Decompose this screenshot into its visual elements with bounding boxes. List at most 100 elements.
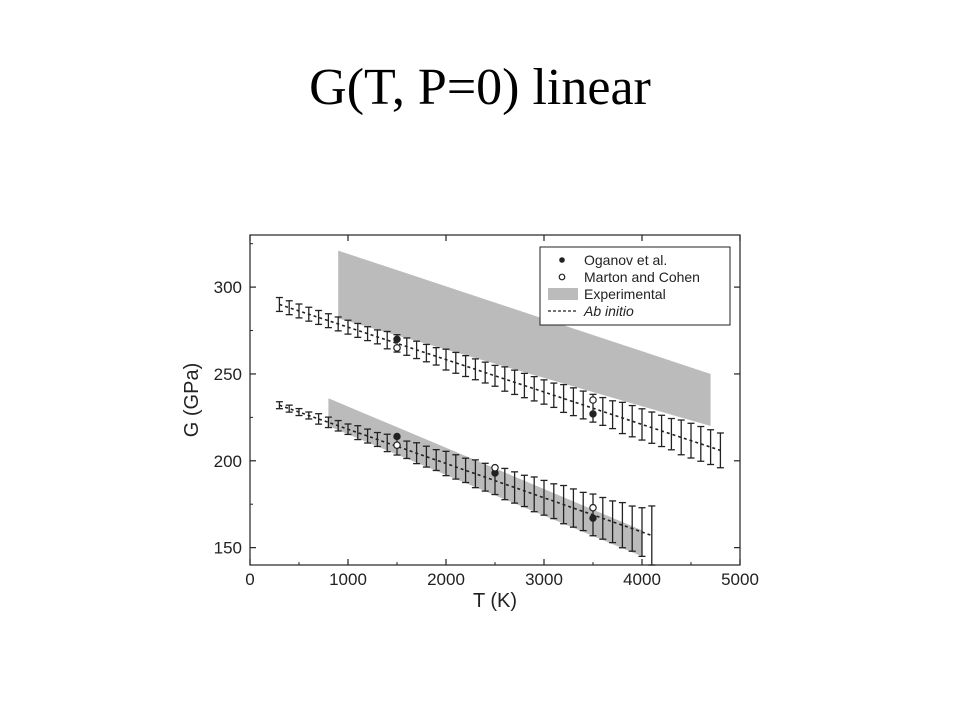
error-bar-lower — [442, 450, 450, 477]
x-tick-label: 4000 — [623, 570, 661, 589]
y-axis-label: G (GPa) — [181, 363, 203, 437]
error-bar-upper — [658, 414, 666, 448]
point-marton-cohen — [589, 396, 597, 404]
x-tick-label: 5000 — [721, 570, 759, 589]
point-marton-cohen — [589, 503, 597, 512]
point-oganov — [393, 432, 401, 441]
error-bar-upper — [373, 329, 381, 345]
error-bar-upper — [609, 400, 617, 430]
y-tick-label: 300 — [214, 278, 242, 297]
error-bar-upper — [530, 375, 538, 402]
slide-title: G(T, P=0) linear — [309, 59, 651, 116]
error-bar-lower — [560, 484, 568, 525]
error-bar-lower — [344, 423, 352, 436]
error-bar-lower — [569, 488, 577, 528]
data-points — [393, 335, 597, 522]
error-bar-upper — [462, 355, 470, 378]
error-bar-upper — [295, 303, 303, 319]
x-tick-label: 3000 — [525, 570, 563, 589]
error-bar-upper — [628, 404, 636, 438]
error-bar-lower — [579, 491, 587, 532]
x-tick-label: 0 — [245, 570, 254, 589]
error-bar-upper — [667, 417, 675, 451]
x-tick-label: 1000 — [329, 570, 367, 589]
error-bar-upper — [677, 419, 685, 456]
error-bar-upper — [481, 361, 489, 384]
error-bar-lower — [628, 505, 636, 552]
error-bar-lower — [403, 440, 411, 460]
error-bar-lower — [315, 413, 323, 425]
error-bar-upper — [275, 296, 283, 313]
error-bar-upper — [324, 313, 332, 329]
error-bar-lower — [295, 407, 303, 417]
error-bar-lower — [354, 425, 362, 441]
error-bar-upper — [344, 319, 352, 335]
error-bar-lower — [481, 462, 489, 492]
error-bar-lower — [462, 457, 470, 484]
legend-item: Marton and Cohen — [558, 269, 700, 285]
error-bar-upper — [501, 366, 509, 392]
error-bar-upper — [520, 372, 528, 399]
legend: Oganov et al.Marton and CohenExperimenta… — [539, 246, 731, 326]
error-bar-lower — [550, 483, 558, 520]
error-bar-upper — [354, 322, 362, 339]
error-bar-lower — [324, 416, 332, 429]
error-bar-lower — [452, 454, 460, 480]
legend-label: Oganov et al. — [584, 252, 667, 268]
point-marton-cohen — [393, 344, 401, 352]
y-tick-label: 150 — [214, 539, 242, 558]
error-bar-lower — [618, 501, 626, 549]
error-bar-lower — [422, 445, 430, 468]
legend-item: Experimental — [548, 286, 666, 302]
error-bar-upper — [579, 390, 587, 420]
error-bar-upper — [471, 358, 479, 381]
point-marton-cohen — [393, 441, 401, 449]
error-bar-lower — [530, 476, 538, 513]
error-bar-upper — [599, 396, 607, 427]
error-bar-upper — [648, 411, 656, 444]
legend-marker-band — [548, 288, 578, 300]
point-oganov — [393, 335, 401, 343]
error-bar-lower — [638, 507, 646, 558]
error-bar-upper — [315, 309, 323, 326]
error-bar-upper — [569, 387, 577, 417]
x-tick-label: 2000 — [427, 570, 465, 589]
error-bar-upper — [442, 348, 450, 371]
error-bar-lower — [275, 401, 283, 410]
point-oganov — [589, 410, 597, 418]
error-bar-upper — [707, 429, 715, 466]
error-bar-upper — [638, 408, 646, 441]
point-marton-cohen — [491, 463, 499, 472]
legend-label: Ab initio — [583, 303, 634, 319]
error-bar-lower — [413, 442, 421, 465]
error-bar-upper — [452, 351, 460, 374]
error-bar-lower — [520, 474, 528, 508]
y-tick-label: 250 — [214, 365, 242, 384]
y-tick-label: 200 — [214, 452, 242, 471]
error-bar-lower — [540, 479, 548, 516]
error-bar-upper — [432, 347, 440, 366]
point-oganov — [589, 514, 597, 522]
error-bar-upper — [305, 306, 313, 322]
error-bar-lower — [364, 428, 372, 444]
legend-marker-open — [558, 273, 566, 281]
error-bar-upper — [413, 340, 421, 360]
x-axis-label: T (K) — [473, 590, 517, 612]
legend-item: Ab initio — [548, 303, 634, 319]
error-bar-lower — [511, 471, 519, 504]
legend-marker-filled — [559, 257, 565, 263]
error-bar-lower — [285, 404, 293, 413]
error-bar-upper — [511, 369, 519, 396]
error-bar-lower — [305, 411, 313, 420]
legend-label: Experimental — [584, 286, 666, 302]
error-bar-upper — [383, 330, 391, 350]
error-bar-upper — [285, 300, 293, 316]
error-bar-upper — [697, 425, 705, 462]
error-bar-upper — [422, 343, 430, 363]
legend-label: Marton and Cohen — [584, 269, 700, 285]
error-bar-upper — [687, 422, 695, 459]
error-bar-upper — [716, 432, 724, 469]
error-bar-lower — [599, 496, 607, 540]
error-bar-lower — [373, 431, 381, 448]
